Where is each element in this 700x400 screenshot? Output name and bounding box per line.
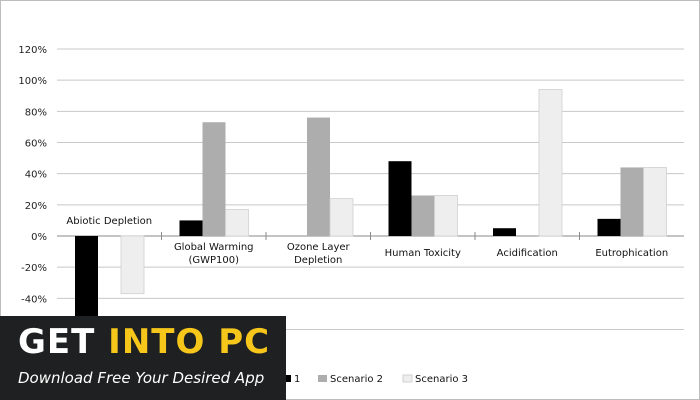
y-tick-label: 40% (25, 170, 47, 181)
legend-label: 1 (294, 374, 300, 385)
legend-label: Scenario 3 (415, 374, 468, 385)
watermark-banner: GET INTO PC Download Free Your Desired A… (0, 316, 286, 400)
category-label-line: Global Warming (174, 242, 254, 253)
bar-scenario-3 (434, 195, 458, 237)
y-tick-label: 100% (18, 76, 47, 87)
category-label-line: Ozone Layer (287, 242, 351, 253)
bar-scenario-3 (538, 89, 563, 237)
watermark-subtitle: Download Free Your Desired App (18, 369, 265, 387)
category-label-line: Acidification (497, 248, 558, 259)
bar-scenario-3 (329, 198, 354, 237)
y-tick-label: 20% (25, 201, 47, 212)
bar-scenario-1 (179, 220, 203, 236)
category-label-line: (GWP100) (188, 255, 239, 266)
category-label-line: Human Toxicity (385, 248, 461, 259)
y-tick-label: 0% (31, 232, 47, 243)
bar-scenario-2 (307, 117, 330, 236)
watermark-logo: GET INTO PC (18, 322, 270, 362)
legend-label: Scenario 2 (330, 374, 383, 385)
category-label: Human Toxicity (385, 248, 461, 259)
category-label: Global Warming (GWP100) (174, 242, 254, 266)
bar-scenario-2 (411, 195, 435, 236)
bar-scenario-2 (620, 167, 644, 236)
category-label-line: Abiotic Depletion (66, 216, 152, 227)
bar-scenario-3 (643, 167, 667, 237)
bar-scenario-2 (202, 122, 226, 236)
bar-scenario-1 (597, 218, 621, 236)
y-tick-label: 120% (18, 45, 47, 56)
category-label: Eutrophication (595, 248, 668, 259)
category-label: Ozone Layer Depletion (287, 242, 351, 266)
y-tick-label: 60% (25, 139, 47, 150)
bar-scenario-1 (493, 228, 516, 236)
y-tick-label: -40% (21, 294, 47, 305)
category-label: Abiotic Depletion (66, 216, 152, 227)
category-label-line: Eutrophication (595, 248, 668, 259)
y-tick-label: -20% (21, 263, 47, 274)
bar-scenario-1 (75, 236, 98, 333)
bar-scenario-3 (120, 235, 145, 295)
legend-swatch (282, 375, 291, 382)
watermark-title-part1: GET (18, 322, 109, 362)
category-label-line: Depletion (294, 255, 342, 266)
legend-swatch (318, 375, 327, 382)
bar-scenario-1 (388, 161, 412, 236)
y-tick-label: 80% (25, 107, 47, 118)
legend-swatch (402, 374, 413, 383)
bar-scenario-3 (225, 209, 249, 237)
category-label: Acidification (497, 248, 558, 259)
watermark-title-part2: INTO PC (108, 322, 271, 362)
